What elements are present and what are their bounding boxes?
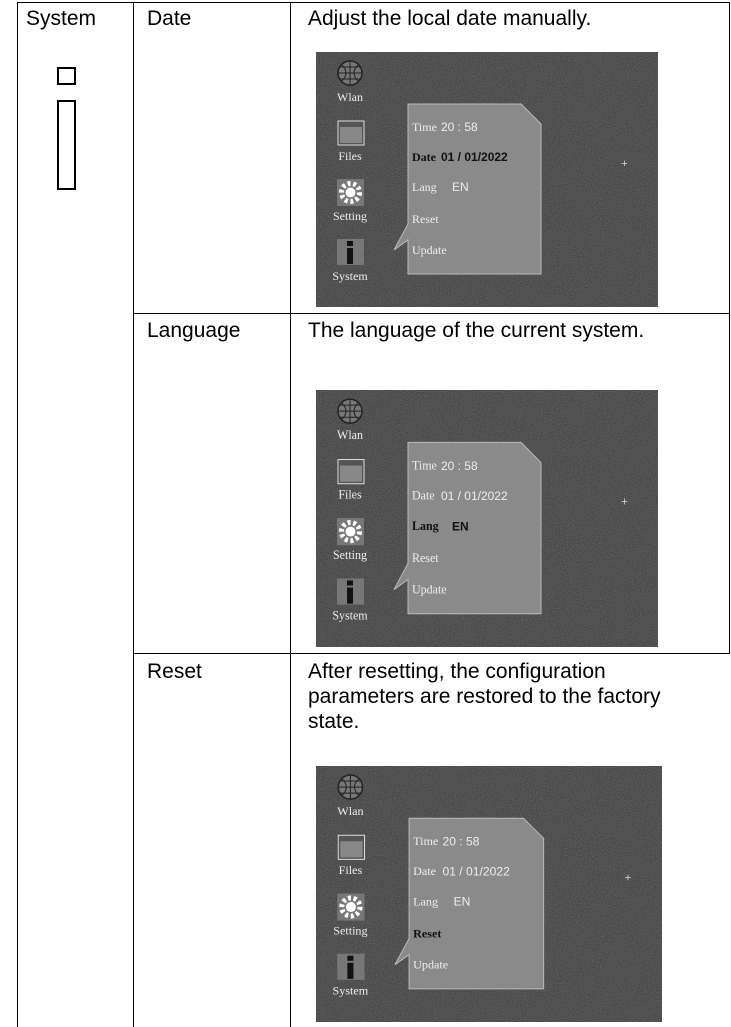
icon [57, 100, 76, 190]
crosshair: + [625, 870, 632, 884]
menu-label: Lang [412, 180, 437, 194]
menu-popup [393, 441, 542, 615]
screenshot: + Wlan Files Setting System Time 20 : 58 Date 01… [316, 766, 662, 1022]
sidebar-label: Setting [333, 209, 367, 223]
icon-wlan [338, 399, 362, 424]
menu-label: Time [412, 120, 437, 134]
crosshair: + [621, 495, 628, 509]
border [133, 653, 730, 654]
description: Adjust the local date manually. [308, 7, 592, 30]
feature: Reset [147, 660, 202, 683]
menu-label: Update [412, 582, 447, 596]
icon-system [347, 241, 353, 246]
screenshot: + Wlan Files Setting System Time 20 : 58 Date 01… [316, 390, 658, 647]
menu-value: 01 / 01/2022 [441, 150, 508, 164]
border [133, 2, 134, 1027]
menu-label: Date [413, 864, 436, 878]
border [17, 2, 18, 1027]
menu-label: Reset [412, 551, 439, 565]
sidebar-label: Wlan [337, 804, 363, 818]
icon-setting [345, 526, 356, 537]
icon-system [347, 962, 354, 979]
menu-popup [394, 817, 545, 990]
sidebar-label: System [332, 269, 368, 283]
feature: Date [147, 7, 192, 30]
icon-setting [345, 187, 356, 198]
sidebar-label: Files [339, 863, 363, 877]
icon-setting [339, 181, 362, 204]
icon-system [347, 955, 354, 961]
menu-label: Reset [413, 926, 441, 940]
sidebar-label: Setting [333, 923, 367, 937]
border [290, 2, 291, 1027]
crosshair: + [621, 156, 628, 170]
icon-system [347, 248, 353, 264]
sidebar-label: Wlan [337, 428, 363, 442]
menu-value: EN [452, 180, 469, 194]
menu-value: 20 : 58 [442, 835, 479, 849]
menu-label: Lang [412, 519, 439, 533]
icon-setting [345, 902, 356, 913]
menu-value: 01 / 01/2022 [441, 489, 508, 503]
description: The language of the current system. [308, 319, 645, 342]
menu-popup [393, 103, 542, 275]
border [17, 2, 730, 3]
icon-wlan [338, 775, 363, 800]
category: System [26, 7, 97, 30]
menu-label: Lang [413, 894, 438, 908]
sidebar-label: System [332, 608, 368, 622]
icon-system [347, 580, 353, 586]
menu-label: Date [412, 150, 437, 164]
icon-files [340, 841, 363, 858]
sidebar-label: Setting [333, 548, 367, 562]
border [729, 2, 730, 653]
sidebar-label: Files [338, 488, 362, 502]
sidebar-label: System [333, 984, 369, 998]
icon-files [340, 465, 362, 482]
icon-system [347, 587, 353, 604]
menu-value: 20 : 58 [441, 120, 478, 134]
menu-value: 01 / 01/2022 [442, 865, 510, 879]
menu-value: EN [454, 895, 471, 909]
icon-setting [339, 895, 363, 919]
border [133, 313, 730, 314]
icon-wlan [338, 61, 362, 85]
menu-value: EN [452, 519, 469, 533]
menu-value: 20 : 58 [441, 459, 478, 473]
sidebar-label: Files [338, 149, 362, 163]
menu-label: Update [412, 243, 447, 257]
screenshot: + Wlan Files Setting System Time 20 : 58 Date 01… [316, 52, 658, 307]
icon-files [340, 127, 362, 143]
menu-label: Time [412, 458, 437, 472]
menu-label: Update [413, 958, 448, 972]
menu-label: Time [413, 834, 438, 848]
feature: Language [147, 319, 241, 342]
icon [57, 67, 76, 85]
sidebar-label: Wlan [337, 90, 363, 104]
menu-label: Date [412, 489, 435, 503]
icon-setting [339, 520, 362, 544]
description: After resetting, the configuration param… [308, 660, 661, 733]
menu-label: Reset [412, 212, 439, 226]
